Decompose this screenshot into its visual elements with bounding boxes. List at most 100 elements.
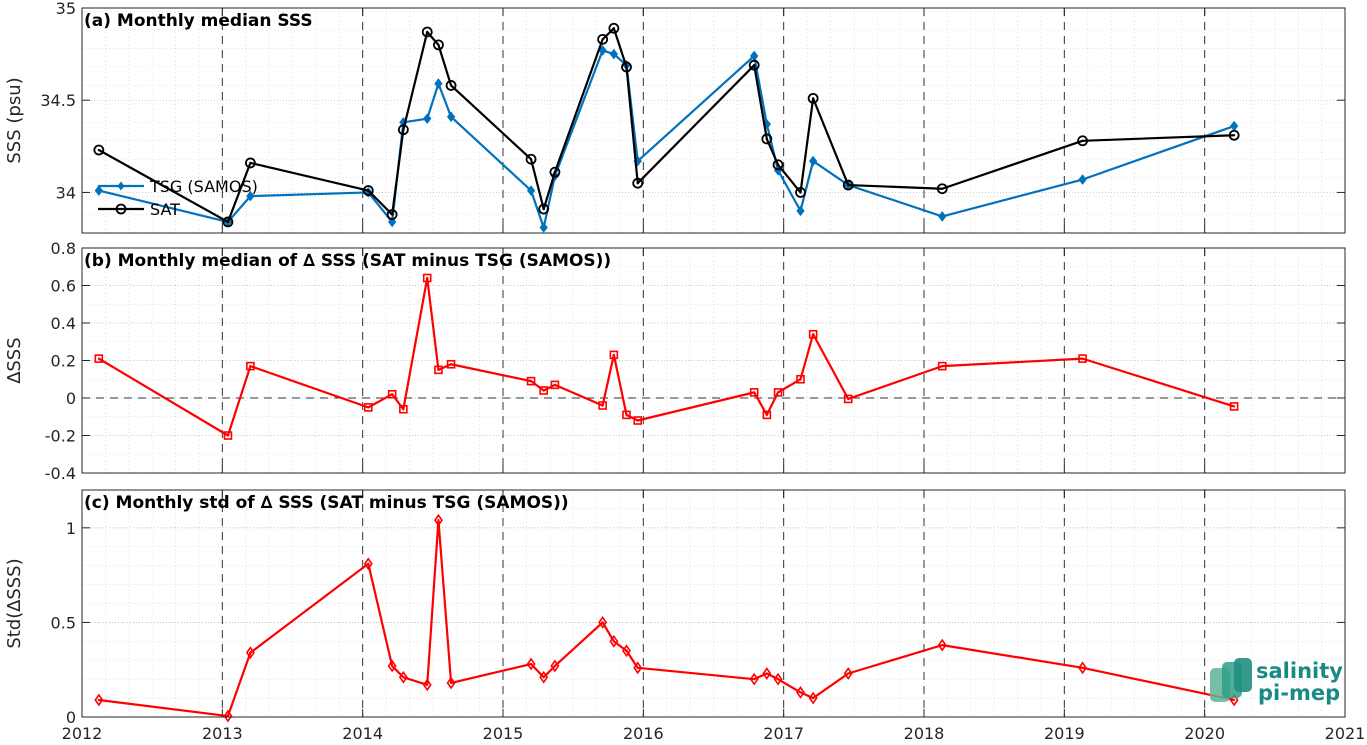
data-point [842, 179, 854, 191]
data-point [609, 48, 618, 60]
series-line-segment [776, 678, 802, 694]
y-axis-label: ∆SSS [4, 337, 25, 384]
series-line-segment [612, 353, 628, 416]
logo-line2: pi-mep [1258, 681, 1340, 705]
data-point [223, 709, 233, 723]
series-line-segment [1081, 134, 1236, 142]
legend-label: SAT [150, 200, 180, 219]
series-line-segment [799, 333, 815, 381]
series-line-segment [249, 365, 370, 409]
data-point [749, 672, 759, 686]
series-line-segment [812, 333, 850, 401]
y-tick-label: 34.5 [40, 91, 76, 110]
data-point [1077, 135, 1088, 147]
data-point [936, 183, 948, 195]
series-line-segment [636, 64, 756, 185]
series-line-segment [847, 183, 944, 190]
y-tick-label: 0 [66, 708, 76, 727]
x-tick-label: 2021 [1325, 724, 1366, 743]
data-point [795, 187, 806, 198]
series-line-segment [402, 117, 429, 124]
data-point [1078, 661, 1088, 675]
x-tick-label: 2018 [904, 724, 945, 743]
panels: 34 34.5 35 (a) Monthly median SSS SSS (psu) T… [4, 0, 1365, 743]
data-point [843, 667, 853, 680]
data-point [422, 273, 432, 283]
data-point [93, 144, 105, 156]
data-point [387, 659, 397, 673]
x-tick-label: 2013 [202, 724, 243, 743]
series-line-segment [625, 65, 639, 185]
y-axis-label: Std(∆SSS) [4, 558, 25, 648]
data-point [526, 185, 536, 196]
series-2-0 [94, 513, 1239, 723]
series-line-segment [529, 380, 545, 392]
series-line-segment [636, 391, 756, 422]
series-line-segment [1081, 666, 1236, 702]
data-point [632, 177, 644, 189]
panel-3: 0 0.5 1 2012 2013 2014 2015 2016 2017 2018 2019 202… [4, 489, 1366, 743]
series-line-segment [402, 30, 429, 131]
series-line-segment [367, 189, 394, 216]
series-line-segment [812, 97, 850, 187]
salinity-pimep-logo: salinity pi-mep [1210, 658, 1343, 705]
data-point [937, 638, 947, 652]
series-line-segment [226, 161, 252, 224]
data-point [622, 644, 631, 658]
data-point [550, 659, 560, 673]
data-point [446, 359, 456, 369]
series-line-segment [426, 519, 440, 686]
y-tick-label: -0.4 [45, 464, 76, 483]
series-line-segment [426, 30, 440, 46]
data-point [1229, 693, 1239, 707]
data-point [222, 216, 234, 228]
axes-frame [81, 247, 1346, 474]
data-point [808, 329, 818, 339]
series-line-segment [529, 158, 545, 211]
data-point [526, 376, 536, 386]
data-point [621, 61, 632, 73]
y-tick-label: 0 [66, 389, 76, 408]
data-point [796, 686, 805, 699]
data-point [433, 513, 443, 527]
series-line-segment [226, 195, 252, 224]
panel-2: -0.4 -0.2 0 0.2 0.4 0.6 0.8 (b) Monthly median … [4, 239, 1346, 483]
data-point [633, 416, 643, 425]
panel-title: (b) Monthly median of ∆ SSS (SAT minus T… [84, 251, 611, 271]
series-line-segment [847, 365, 944, 401]
data-point [446, 111, 456, 123]
series-line-segment [529, 189, 545, 229]
series-line-segment [542, 171, 557, 211]
y-tick-label: 0.4 [51, 314, 76, 333]
panel-1: 34 34.5 35 (a) Monthly median SSS SSS (psu) T… [4, 0, 1346, 234]
x-tick-label: 2015 [483, 724, 524, 743]
data-point [1229, 402, 1239, 411]
series-line-segment [249, 161, 370, 192]
data-point [399, 404, 408, 414]
data-point [386, 209, 398, 220]
data-point [772, 159, 784, 171]
data-point [398, 670, 408, 684]
data-point [843, 394, 853, 404]
data-point [245, 646, 255, 660]
data-point [1078, 174, 1087, 185]
series-line-segment [601, 27, 615, 41]
legend: TSG (SAMOS) SAT [98, 177, 258, 219]
series-line-segment [553, 383, 604, 407]
data-point [246, 190, 255, 202]
y-tick-label: 0.6 [51, 277, 76, 296]
series-sat [93, 22, 1240, 228]
data-point [244, 157, 256, 169]
data-point [633, 661, 643, 675]
series-line-segment [449, 84, 533, 161]
data-point [421, 26, 433, 38]
data-point [761, 133, 773, 145]
y-tick-label: 0.2 [51, 352, 76, 371]
data-point [773, 388, 783, 397]
series-line-segment [625, 413, 639, 422]
data-point [608, 22, 620, 34]
y-tick-label: 34 [56, 183, 76, 202]
x-tick-label: 2017 [763, 724, 804, 743]
data-point [938, 211, 947, 222]
series-line-segment [812, 672, 850, 700]
